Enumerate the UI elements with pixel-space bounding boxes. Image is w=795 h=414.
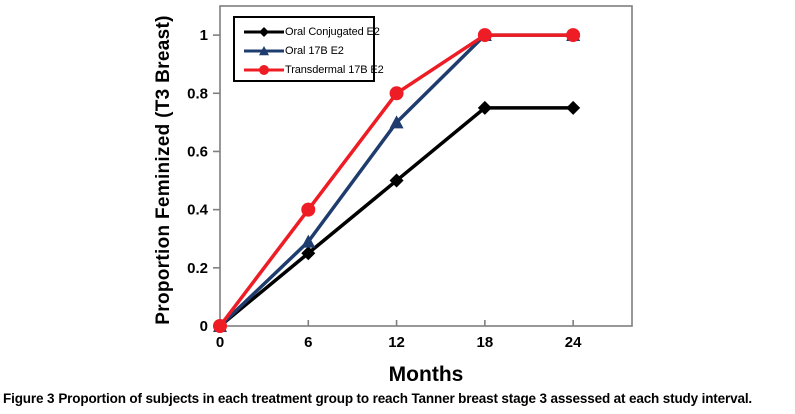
legend-label: Transdermal 17B E2 [285,64,384,77]
series-line [218,106,574,328]
legend-item: Oral Conjugated E2 [243,22,380,41]
data-point-circle [301,202,316,217]
figure-caption: Figure 3 Proportion of subjects in each t… [3,391,793,406]
x-tick-label: 12 [388,334,405,351]
legend-circle-icon [244,65,284,76]
y-tick-label: 0.6 [187,143,208,160]
y-tick-label: 1 [200,27,208,44]
data-point-triangle [389,115,404,129]
y-tick-label: 0.4 [187,202,209,219]
legend-triangle-icon [244,45,284,56]
x-tick-label: 18 [477,334,494,351]
series-circle [213,28,581,333]
x-tick-label: 6 [304,334,312,351]
y-axis-title: Proportion Feminized (T3 Breast) [153,15,174,325]
y-tick-label: 0 [200,318,208,335]
data-point-circle [477,28,492,43]
series-diamond [213,100,581,333]
data-point-diamond [389,173,404,188]
data-point-circle [213,319,227,333]
data-point-diamond [259,26,269,37]
legend: Oral Conjugated E2 Oral 17B E2 Transdermal… [233,16,384,82]
x-tick-label: 24 [565,334,582,351]
y-tick-label: 0.2 [187,260,208,277]
data-point-circle [566,28,581,43]
legend-item: Oral 17B E2 [243,41,373,60]
data-point-diamond [301,246,316,261]
legend-item: Transdermal 17B E2 [243,61,384,80]
y-tick-label: 0.8 [187,85,208,102]
figure-caption-text: Proportion of subjects in each treatment… [58,391,753,406]
legend-label: Oral 17B E2 [285,44,344,57]
data-point-triangle [301,234,316,248]
data-point-triangle [259,45,269,56]
x-axis-title: Months [388,363,464,386]
x-tick-label: 0 [216,334,224,351]
data-point-circle [259,65,269,76]
data-point-circle [389,86,404,101]
legend-diamond-icon [244,26,284,37]
legend-label: Oral Conjugated E2 [285,25,380,38]
figure-caption-label: Figure 3 [3,391,55,406]
data-point-diamond [566,100,581,115]
data-point-diamond [477,100,492,115]
plot-frame [219,5,633,327]
